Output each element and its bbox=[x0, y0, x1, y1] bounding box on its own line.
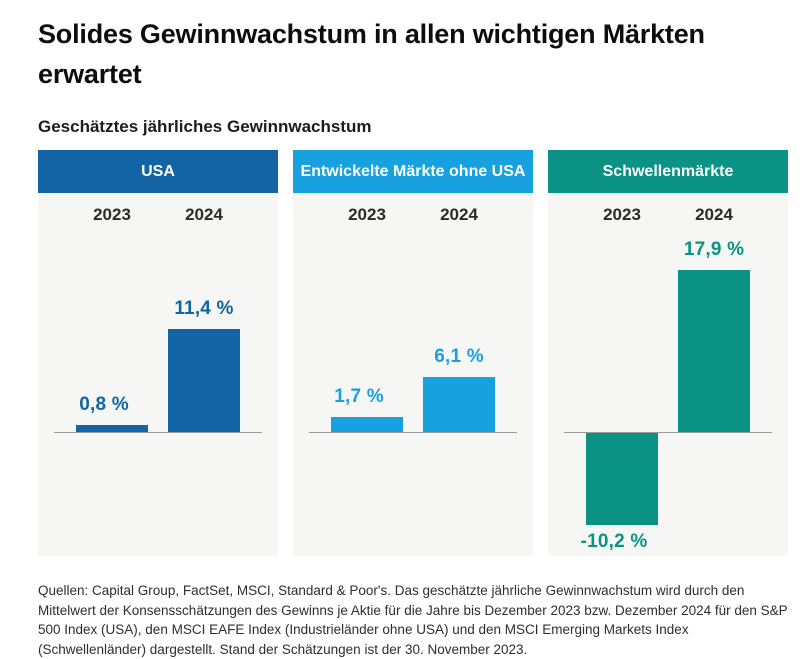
bar-2023 bbox=[331, 417, 403, 432]
panel-header: Schwellenmärkte bbox=[548, 150, 788, 193]
bar-value-label-2023: 1,7 % bbox=[334, 386, 384, 407]
bar-2024 bbox=[678, 270, 750, 432]
panel-title: USA bbox=[141, 162, 175, 180]
bar-value-label-2024: 11,4 % bbox=[174, 298, 234, 319]
year-label-2023: 2023 bbox=[348, 205, 386, 224]
source-note: Quellen: Capital Group, FactSet, MSCI, S… bbox=[38, 583, 788, 657]
bar-chart: 2023 2024 1,7 % 6,1 % bbox=[293, 193, 533, 556]
panel-title: Schwellenmärkte bbox=[602, 162, 734, 180]
year-label-2024: 2024 bbox=[185, 205, 223, 224]
bar-value-label-2024: 17,9 % bbox=[683, 239, 745, 260]
panel-title: Entwickelte Märkte ohne USA bbox=[300, 162, 526, 180]
bar-value-label-2024: 6,1 % bbox=[434, 346, 484, 367]
bar-chart: 2023 2024 -10,2 % 17,9 % bbox=[548, 193, 788, 556]
axis-baseline bbox=[54, 432, 262, 433]
panel-header: Entwickelte Märkte ohne USA bbox=[293, 150, 533, 193]
chart-subtitle: Geschätztes jährliches Gewinnwachstum bbox=[38, 117, 372, 136]
page-title: Solides Gewinnwachstum in allen wichtige… bbox=[38, 19, 705, 89]
year-label-2023: 2023 bbox=[603, 205, 641, 224]
bar-value-label-2023: 0,8 % bbox=[79, 394, 129, 415]
panel-emerging-markets: Schwellenmärkte 2023 2024 -10,2 % 17,9 % bbox=[548, 150, 788, 556]
year-label-2024: 2024 bbox=[695, 205, 733, 224]
panel-developed-ex-usa: Entwickelte Märkte ohne USA 2023 2024 1,… bbox=[293, 150, 533, 556]
bar-2024 bbox=[168, 329, 240, 432]
axis-baseline bbox=[564, 432, 772, 433]
bar-2023 bbox=[586, 433, 658, 525]
axis-baseline bbox=[309, 432, 517, 433]
year-label-2024: 2024 bbox=[440, 205, 478, 224]
bar-2024 bbox=[423, 377, 495, 432]
year-label-2023: 2023 bbox=[93, 205, 131, 224]
panel-usa: USA 2023 2024 0,8 % 11,4 % bbox=[38, 150, 278, 556]
panels-row: USA 2023 2024 0,8 % 11,4 % Entwickelte M… bbox=[38, 150, 788, 556]
bar-2023 bbox=[76, 425, 148, 432]
bar-chart: 2023 2024 0,8 % 11,4 % bbox=[38, 193, 278, 556]
panel-header: USA bbox=[38, 150, 278, 193]
bar-value-label-2023: -10,2 % bbox=[580, 531, 648, 552]
